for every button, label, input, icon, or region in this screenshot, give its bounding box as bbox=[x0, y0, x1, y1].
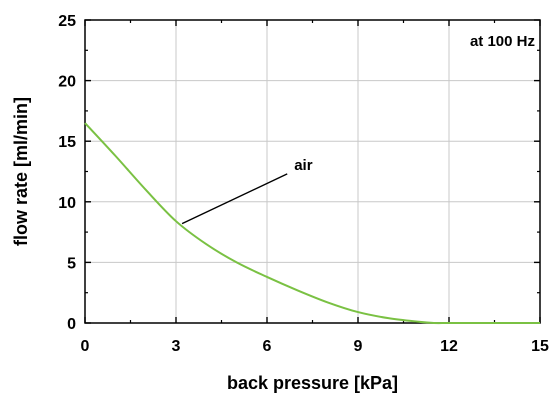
x-tick-label: 12 bbox=[440, 338, 458, 355]
y-tick-label: 10 bbox=[58, 195, 76, 212]
y-tick-label: 25 bbox=[58, 13, 76, 30]
x-tick-label: 3 bbox=[172, 338, 181, 355]
y-tick-label: 20 bbox=[58, 74, 76, 91]
y-tick-label: 15 bbox=[58, 134, 76, 151]
y-tick-label: 5 bbox=[67, 255, 76, 272]
series-label-air: air bbox=[294, 157, 313, 174]
grid-lines bbox=[85, 20, 540, 323]
series-label-leader bbox=[181, 173, 288, 225]
x-axis-title: back pressure [kPa] bbox=[227, 373, 398, 393]
x-tick-label: 15 bbox=[531, 338, 549, 355]
frequency-annotation: at 100 Hz bbox=[470, 33, 535, 50]
x-tick-label: 9 bbox=[354, 338, 363, 355]
x-tick-label: 0 bbox=[81, 338, 90, 355]
series-line-air bbox=[84, 122, 540, 325]
y-tick-label: 0 bbox=[67, 316, 76, 333]
x-tick-label: 6 bbox=[263, 338, 272, 355]
y-axis-title: flow rate [ml/min] bbox=[11, 97, 31, 246]
axis-tick-labels: 0 3 6 9 12 15 0 5 10 15 20 25 bbox=[58, 13, 549, 355]
